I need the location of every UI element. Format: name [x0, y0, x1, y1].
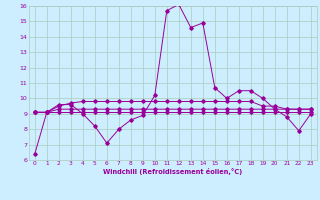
- X-axis label: Windchill (Refroidissement éolien,°C): Windchill (Refroidissement éolien,°C): [103, 168, 243, 175]
